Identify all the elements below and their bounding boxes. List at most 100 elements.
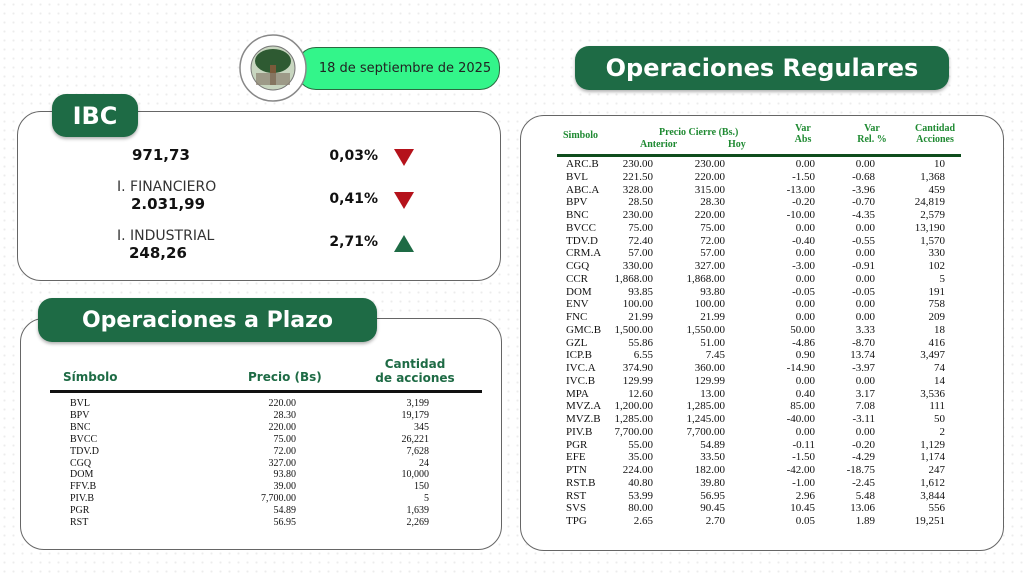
reg-var-abs: 0.00	[795, 374, 815, 387]
reg-header-var-rel: Var Rel. %	[847, 123, 897, 145]
ibc-row-label: I. INDUSTRIAL	[117, 228, 215, 244]
reg-var-abs: 0.00	[795, 221, 815, 234]
reg-var-abs: 0.00	[795, 272, 815, 285]
reg-qty: 10	[934, 158, 945, 170]
reg-symbol: ABC.A	[566, 183, 600, 196]
reg-var-abs: -0.11	[792, 438, 815, 451]
plazo-qty: 10,000	[401, 469, 430, 481]
reg-var-abs: 85.00	[790, 400, 815, 413]
reg-var-rel: -3.11	[852, 413, 875, 425]
plazo-symbol: PIV.B	[70, 493, 94, 505]
plazo-qty: 2,269	[406, 517, 430, 528]
reg-today-price: 1,550.00	[686, 323, 726, 336]
reg-today-price: 13.00	[700, 387, 725, 400]
reg-today-price: 7,700.00	[686, 425, 726, 438]
regulares-table-row: CRM.A 57.00 57.00 0.00 0.00 330	[555, 247, 975, 260]
reg-prev-price: 35.00	[628, 451, 653, 464]
regulares-table-row: FNC 21.99 21.99 0.00 0.00 209	[555, 311, 975, 324]
reg-header-prev: Anterior	[640, 139, 678, 150]
reg-today-price: 182.00	[694, 464, 725, 476]
reg-var-abs: 0.00	[795, 425, 815, 438]
reg-prev-price: 230.00	[622, 209, 653, 221]
plazo-qty: 24	[419, 457, 429, 469]
regulares-table-row: TDV.D 72.40 72.00 -0.40 -0.55 1,570	[555, 235, 975, 248]
regulares-table-row: BNC 230.00 220.00 -10.00 -4.35 2,579	[555, 209, 975, 222]
ibc-row-change: 0,41%	[329, 191, 378, 207]
plazo-symbol: CGQ	[70, 457, 92, 469]
reg-symbol: PTN	[566, 464, 587, 476]
reg-qty: 102	[928, 260, 946, 272]
plazo-header-qty-2: de acciones	[375, 371, 455, 385]
reg-today-price: 1,285.00	[686, 400, 726, 413]
reg-prev-price: 129.99	[622, 374, 653, 387]
reg-symbol: SVS	[566, 502, 587, 515]
reg-today-price: 51.00	[700, 336, 725, 349]
ibc-panel	[17, 111, 501, 281]
plazo-table-row: BNC 220.00 345	[50, 422, 482, 434]
reg-prev-price: 28.50	[628, 196, 653, 209]
reg-today-price: 33.50	[700, 451, 725, 464]
plazo-panel	[20, 318, 502, 550]
regulares-table: Simbolo Precio Cierre (Bs.) Anterior Hoy…	[555, 122, 975, 542]
reg-prev-price: 230.00	[622, 158, 653, 170]
reg-today-price: 75.00	[700, 221, 725, 234]
reg-var-abs: -13.00	[786, 183, 815, 196]
regulares-table-row: SVS 80.00 90.45 10.45 13.06 556	[555, 502, 975, 515]
reg-today-price: 21.99	[700, 311, 725, 323]
reg-prev-price: 55.00	[628, 438, 653, 451]
reg-var-abs: -0.40	[792, 234, 815, 247]
reg-var-rel: 0.00	[855, 158, 875, 170]
plazo-header-rule	[50, 390, 482, 393]
plazo-qty: 26,221	[401, 433, 430, 445]
reg-symbol: RST	[566, 489, 587, 502]
ibc-title: IBC	[52, 94, 138, 137]
regulares-table-row: MVZ.A 1,200.00 1,285.00 85.00 7.08 111	[555, 400, 975, 413]
plazo-table-row: PGR 54.89 1,639	[50, 505, 482, 517]
reg-symbol: CRM.A	[566, 247, 602, 260]
reg-header-var-abs: Var Abs	[783, 123, 823, 145]
plazo-price: 220.00	[268, 421, 297, 433]
reg-header-qty: Cantidad Acciones	[905, 123, 965, 145]
reg-var-rel: -4.29	[852, 451, 875, 464]
reg-var-abs: 2.96	[795, 489, 815, 502]
reg-var-rel: 7.08	[855, 400, 875, 413]
plazo-qty: 345	[414, 421, 429, 433]
reg-qty: 5	[939, 272, 946, 285]
ibc-row-label: I. FINANCIERO	[117, 179, 217, 195]
reg-symbol: PGR	[566, 438, 588, 451]
reg-var-abs: 0.90	[795, 349, 815, 362]
reg-var-rel: 0.00	[855, 247, 875, 260]
plazo-header-price: Precio (Bs)	[248, 370, 322, 384]
plazo-price: 220.00	[268, 398, 297, 409]
reg-symbol: BNC	[566, 209, 589, 221]
reg-var-abs: 0.00	[795, 298, 815, 311]
plazo-header-qty-1: Cantidad	[384, 357, 446, 371]
reg-qty: 24,819	[914, 196, 945, 209]
reg-prev-price: 1,500.00	[614, 323, 654, 336]
reg-header-today: Hoy	[728, 139, 746, 150]
reg-var-rel: 3.33	[855, 323, 875, 336]
reg-prev-price: 55.86	[628, 336, 653, 349]
reg-var-abs: 50.00	[790, 323, 815, 336]
date-pill: 18 de septiembre de 2025	[296, 47, 500, 90]
reg-today-price: 230.00	[694, 158, 725, 170]
reg-symbol: TPG	[566, 515, 587, 527]
plazo-symbol: BPV	[70, 409, 90, 421]
regulares-table-row: MVZ.B 1,285.00 1,245.00 -40.00 -3.11 50	[555, 413, 975, 426]
reg-qty: 3,844	[920, 489, 945, 502]
regulares-table-row: TPG 2.65 2.70 0.05 1.89 19,251	[555, 515, 975, 528]
regulares-table-row: PIV.B 7,700.00 7,700.00 0.00 0.00 2	[555, 426, 975, 439]
reg-var-rel: -3.97	[852, 362, 875, 374]
reg-today-price: 7.45	[705, 349, 725, 362]
reg-var-rel: 0.00	[855, 311, 875, 323]
reg-symbol: MVZ.B	[566, 413, 601, 425]
reg-today-price: 72.00	[700, 234, 725, 247]
reg-qty: 330	[928, 247, 946, 260]
reg-prev-price: 12.60	[628, 387, 653, 400]
plazo-symbol: FFV.B	[70, 481, 97, 493]
reg-prev-price: 1,200.00	[614, 400, 654, 413]
regulares-table-row: ENV 100.00 100.00 0.00 0.00 758	[555, 298, 975, 311]
reg-var-rel: -0.05	[852, 285, 875, 298]
plazo-table-row: DOM 93.80 10,000	[50, 469, 482, 481]
reg-prev-price: 1,285.00	[614, 413, 654, 425]
